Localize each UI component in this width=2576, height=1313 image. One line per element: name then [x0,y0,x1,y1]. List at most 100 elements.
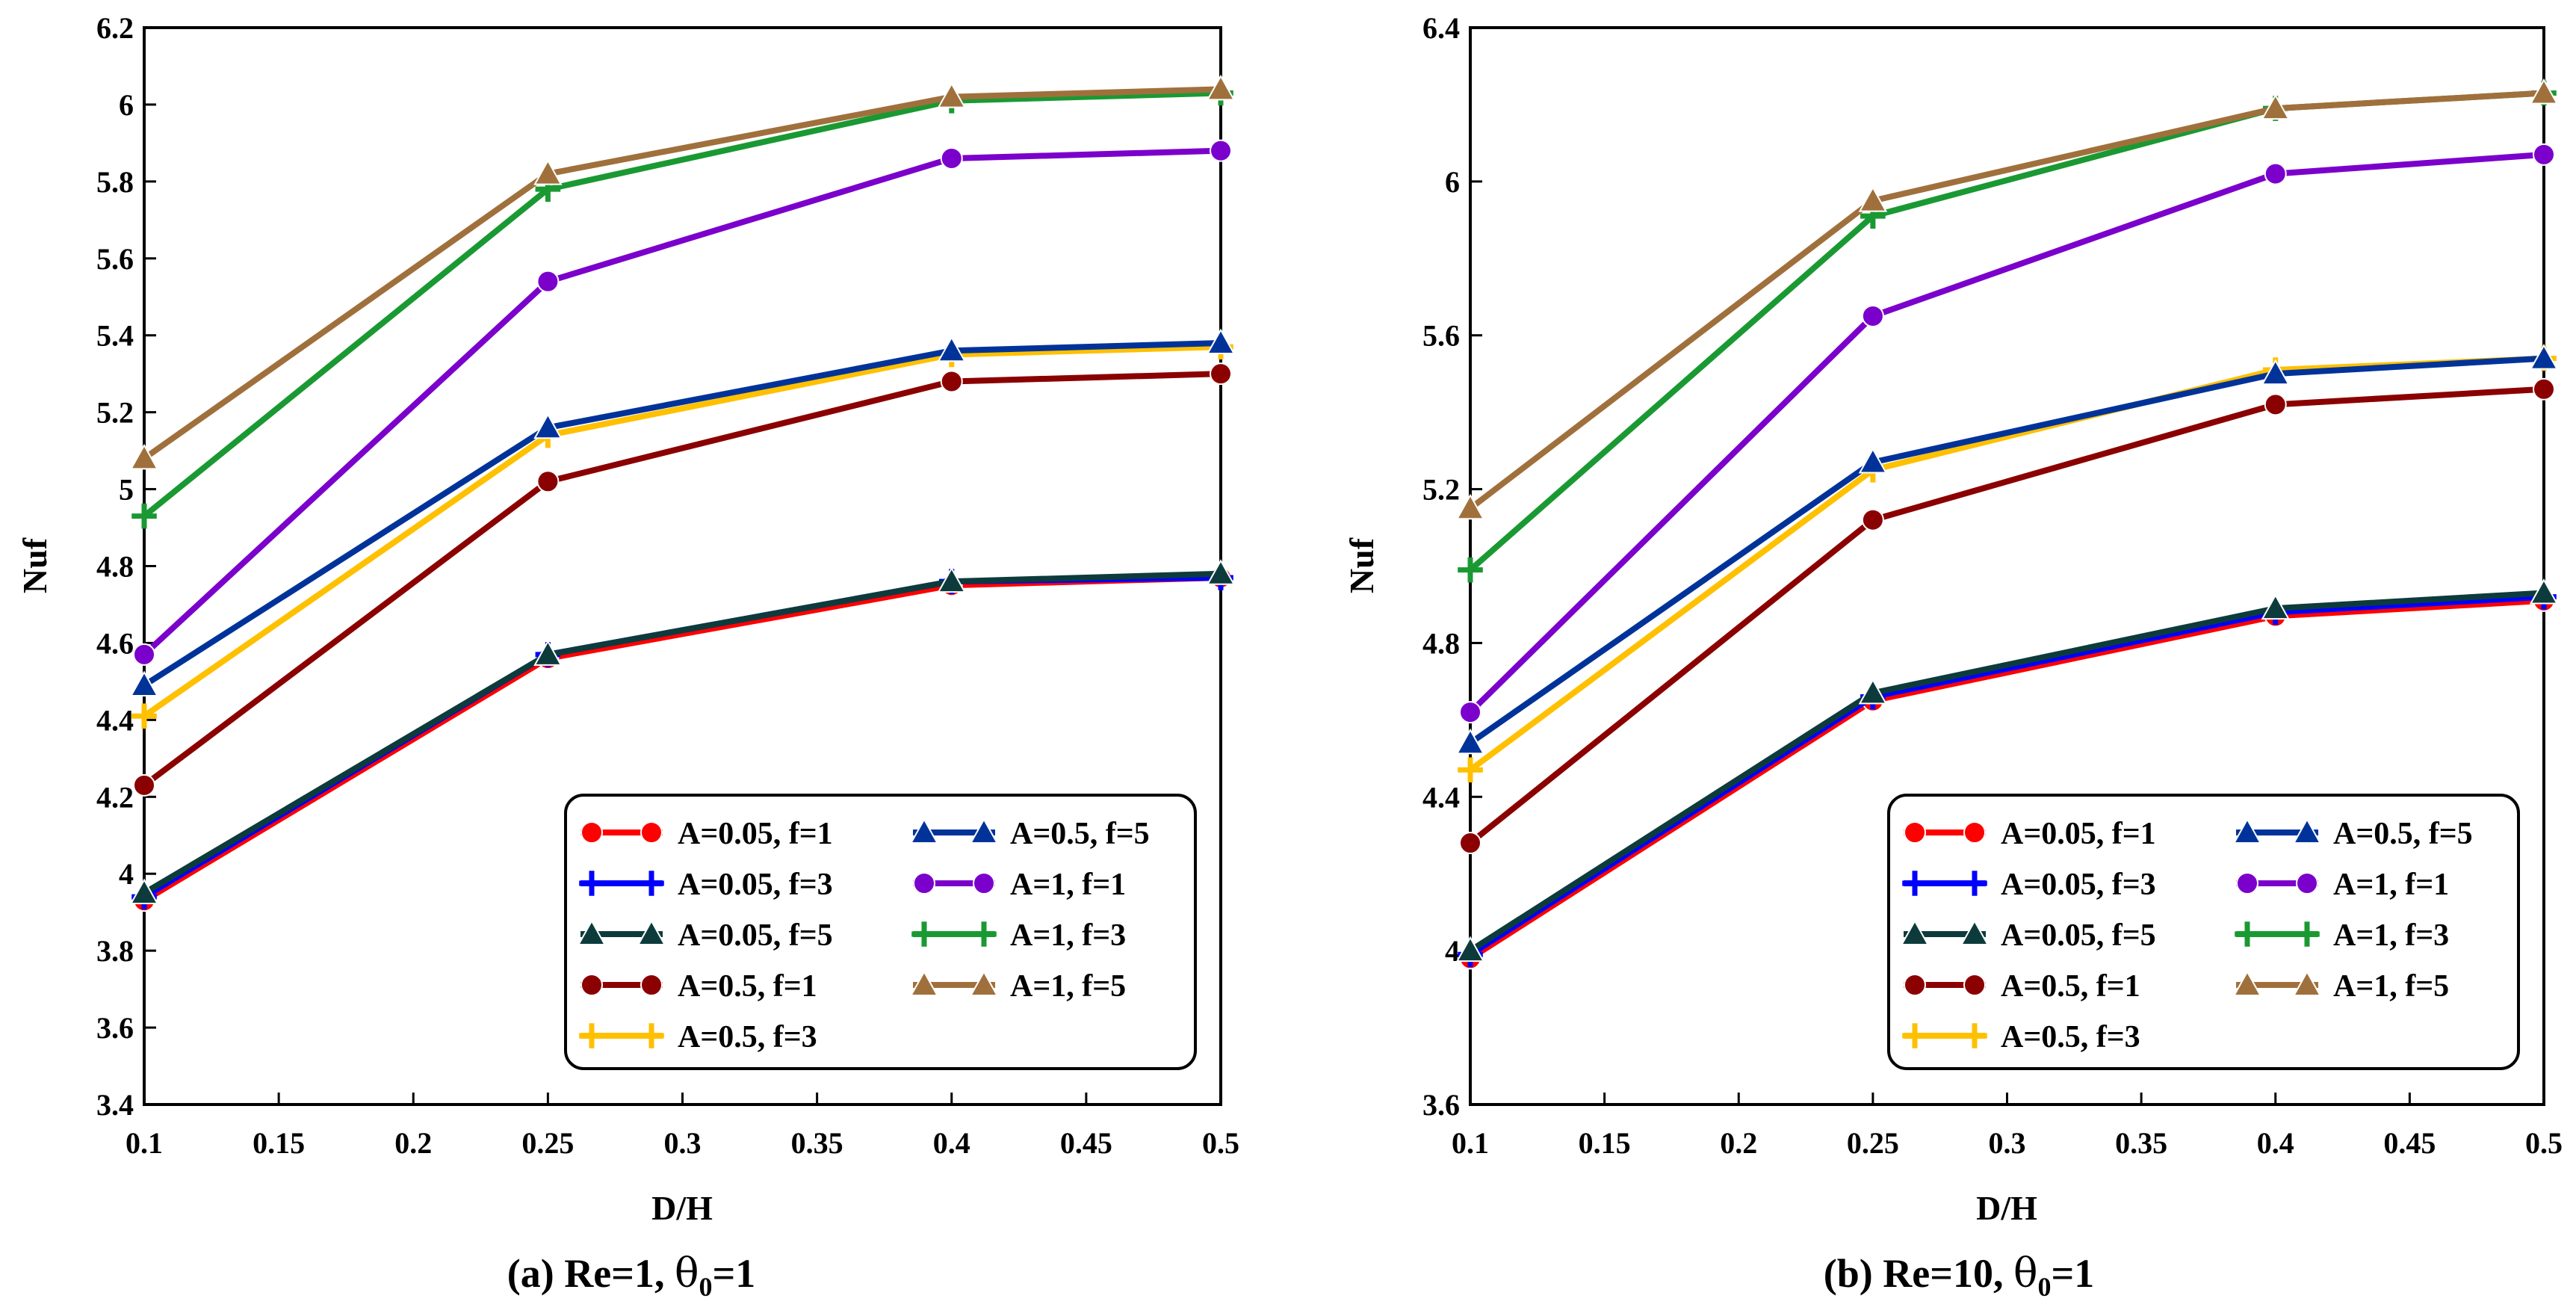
x-tick-label: 0.1 [126,1126,163,1160]
chart-panel-2: 0.1 0.15 0.2 0.25 0.3 0.35 0.4 0.45 0.5 3.6 4 4.4 4.… [1343,11,2563,1302]
legend-marker [1904,821,1926,844]
data-point [2261,359,2290,386]
data-point [1458,757,1483,783]
legend-item-9: A=1, f=5 [2232,969,2449,1004]
data-point [1455,936,1485,963]
data-point [937,336,966,362]
x-tick-label: 0.25 [521,1126,574,1160]
series-6 [129,328,1236,697]
legend-marker [640,974,663,996]
data-point [533,159,563,185]
legend-marker [639,1023,664,1048]
data-point [2529,578,2559,605]
legend-item-4: A=0.5, f=1 [1904,969,2140,1004]
caption-suffix: =1 [2051,1251,2094,1296]
x-tick-label: 0.35 [791,1126,843,1160]
y-tick-label: 5.8 [96,165,134,199]
data-point [129,443,159,470]
y-tick-label: 5 [119,473,134,507]
y-tick-label: 4.8 [96,550,134,584]
data-point [937,82,966,108]
y-tick-label: 4.4 [1422,780,1460,814]
series-line [1468,151,2545,714]
legend-marker [1963,974,1986,996]
data-point [133,643,155,666]
legend-marker [973,872,995,895]
legend-label: A=0.5, f=3 [678,1020,817,1054]
series-6 [1455,344,2559,755]
caption-theta: θ [2013,1249,2038,1297]
legend-marker [1902,871,1928,896]
x-tick-label: 0.45 [2383,1126,2436,1160]
legend-item-8: A=1, f=3 [2235,918,2449,953]
legend: A=0.05, f=1 A=0.05, f=3 A=0.05, f=5 A=0.5, … [1887,794,2520,1070]
legend-marker [1900,919,1930,945]
data-point [2533,377,2555,401]
legend-item-4: A=0.5, f=1 [580,969,817,1004]
legend-marker [1962,1023,1987,1048]
data-point [1458,557,1483,583]
legend-item-2: A=0.05, f=3 [1902,868,2156,902]
legend-marker [577,919,607,945]
x-tick-label: 0.2 [1720,1126,1757,1160]
caption-suffix: =1 [712,1251,755,1296]
x-tick-label: 0.5 [2525,1126,2563,1160]
legend-item-3: A=0.05, f=5 [1900,918,2156,953]
data-point [536,270,560,293]
x-tick-label: 0.15 [253,1126,305,1160]
y-tick-label: 3.8 [96,934,134,968]
y-tick-label: 4 [119,857,134,891]
legend-marker [969,818,999,844]
series-line [142,570,1222,896]
y-tick-label: 3.6 [1422,1088,1460,1122]
y-tick-label: 4.8 [1422,626,1460,660]
x-tick-label: 0.25 [1847,1126,1899,1160]
x-tick-label: 0.45 [1060,1126,1112,1160]
y-tick-label: 6 [119,88,134,122]
series-7 [133,139,1232,666]
legend-label: A=0.05, f=3 [2001,868,2156,902]
caption-theta: θ [675,1249,699,1297]
data-point [129,670,159,697]
series-line [1468,355,2545,773]
legend-label: A=1, f=3 [1010,918,1126,953]
series-line [1468,590,2545,954]
y-axis-label: Nuf [1343,537,1381,593]
data-point [2264,393,2287,416]
data-point [2533,143,2555,166]
series-line [142,86,1222,461]
legend-label: A=0.05, f=3 [678,868,833,902]
y-tick-label: 4 [1445,934,1460,968]
legend-marker [637,919,666,945]
legend-box [564,794,1197,1070]
data-point [1206,328,1236,355]
legend-marker [2296,872,2318,895]
legend-label: A=0.5, f=5 [2333,817,2473,851]
y-tick-label: 6.2 [96,11,134,45]
legend: A=0.05, f=1 A=0.05, f=3 A=0.05, f=5 A=0.5, … [564,794,1197,1070]
legend-marker [2294,921,2320,947]
legend-marker [1960,919,1990,945]
legend-marker [640,821,663,844]
legend-marker [971,921,997,947]
legend-marker [1963,821,1986,844]
legend-marker [639,871,664,896]
legend-marker [1962,871,1987,896]
x-tick-label: 0.3 [1989,1126,2026,1160]
data-point [940,146,963,170]
y-tick-label: 4.2 [96,780,134,814]
legend-item-5: A=0.5, f=3 [579,1020,817,1054]
y-tick-label: 5.6 [1422,319,1460,353]
x-tick-label: 0.35 [2115,1126,2167,1160]
data-point [2261,93,2290,120]
legend-item-1: A=0.05, f=1 [1904,817,2156,851]
legend-label: A=1, f=1 [2333,868,2449,902]
legend-label: A=0.5, f=3 [2001,1020,2140,1054]
legend-marker [580,821,603,844]
data-point [1858,447,1888,474]
x-tick-label: 0.15 [1579,1126,1631,1160]
legend-marker [1902,1023,1928,1048]
legend-item-8: A=1, f=3 [911,918,1126,953]
data-point [940,370,963,393]
legend-marker [2292,818,2322,844]
